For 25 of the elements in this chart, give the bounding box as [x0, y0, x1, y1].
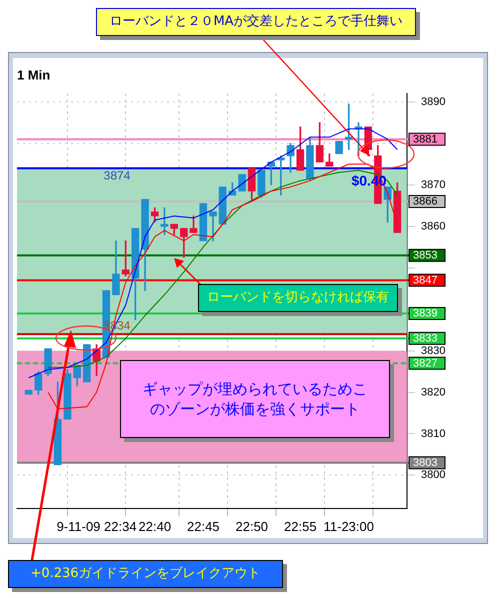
- ref-line-label: 3847: [413, 274, 438, 286]
- x-tick-label: 22:45: [186, 518, 220, 534]
- x-tick-label: 22:50: [235, 518, 268, 534]
- chart-title: 1 Min: [17, 67, 50, 82]
- x-tick-label: 22:55: [284, 518, 317, 534]
- y-tick-label: 3810: [421, 428, 446, 440]
- ref-line-label: 3866: [413, 195, 438, 208]
- y-tick-label: 3860: [421, 220, 446, 232]
- y-tick-label: 3820: [421, 386, 446, 398]
- y-tick-label: 3830: [421, 344, 446, 357]
- candlestick: [160, 207, 168, 235]
- ref-line-label: 3803: [413, 456, 438, 469]
- ref-line-label: 3881: [413, 133, 438, 146]
- y-tick-label: 3800: [421, 469, 446, 482]
- annotation: 3874: [104, 168, 131, 183]
- ref-line-label: 3827: [413, 357, 438, 370]
- ref-line-label: 3839: [413, 307, 438, 320]
- y-tick-label: 3870: [421, 178, 446, 191]
- ref-line-label: 3853: [413, 249, 438, 262]
- ref-line-label: 3833: [413, 332, 438, 344]
- x-tick-label: 11-23:00: [324, 518, 374, 534]
- candlestick: [209, 211, 217, 242]
- x-tick-label: 22:40: [138, 518, 172, 534]
- y-tick-label: 3890: [421, 96, 446, 108]
- x-tick-label: 9-11-09 22:34: [56, 518, 137, 534]
